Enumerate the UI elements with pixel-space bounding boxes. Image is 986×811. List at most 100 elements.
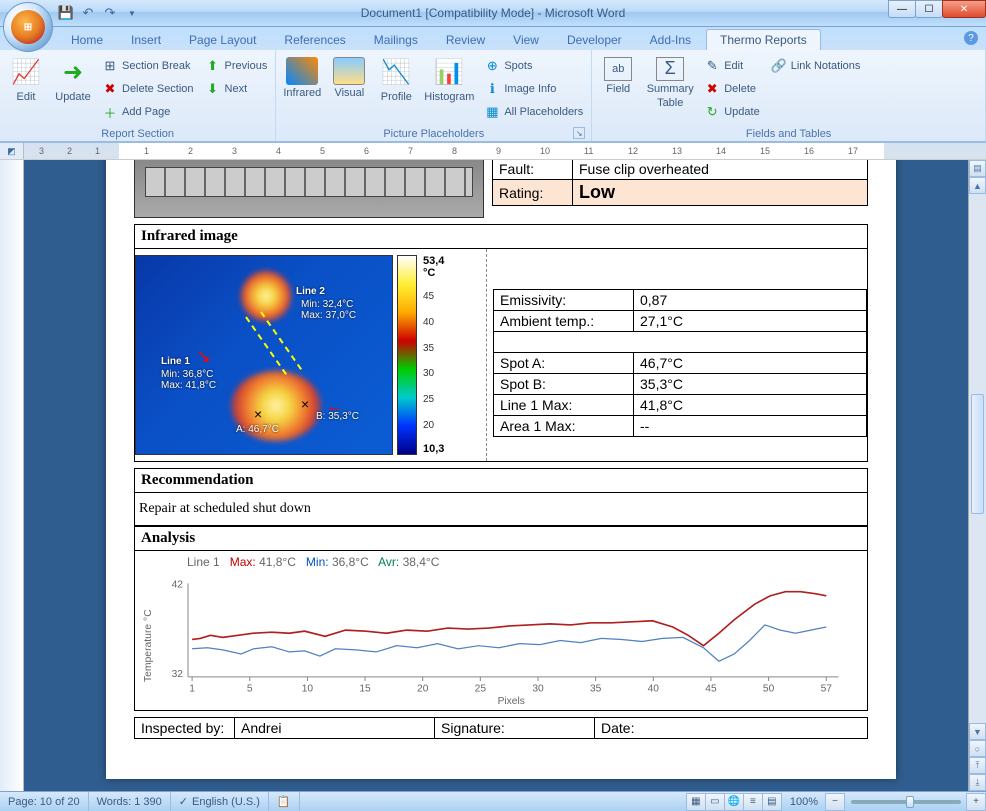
undo-icon[interactable]: ↶ <box>80 5 96 21</box>
tab-thermo-reports[interactable]: Thermo Reports <box>706 29 821 50</box>
group-label: Fields and Tables <box>596 126 981 141</box>
draft-icon[interactable]: ▤ <box>762 793 782 811</box>
delete-section-icon: ✖ <box>102 81 118 97</box>
tab-developer[interactable]: Developer <box>554 30 635 50</box>
tab-mailings[interactable]: Mailings <box>361 30 431 50</box>
sigma-icon: Σ <box>656 57 684 81</box>
spots-icon: ⊕ <box>484 58 500 74</box>
histogram-button[interactable]: 📊Histogram <box>421 53 477 123</box>
qat-dropdown-icon[interactable]: ▼ <box>124 5 140 21</box>
page-status[interactable]: Page: 10 of 20 <box>0 792 89 811</box>
add-page-icon: ＋ <box>102 104 118 120</box>
field-button[interactable]: abField <box>596 53 640 123</box>
dialog-launcher-icon[interactable]: ↘ <box>573 127 585 139</box>
delete-field-button[interactable]: ✖Delete <box>700 78 763 100</box>
svg-text:20: 20 <box>417 683 429 694</box>
tab-insert[interactable]: Insert <box>118 30 174 50</box>
section-break-button[interactable]: ⊞Section Break <box>98 55 198 77</box>
tab-references[interactable]: References <box>271 30 358 50</box>
fault-table: Fault:Fuse clip overheated Rating:Low <box>492 160 868 206</box>
edit-field-button[interactable]: ✎Edit <box>700 55 763 77</box>
chart-edit-icon: 📈 <box>10 57 42 89</box>
track-changes-icon[interactable]: 📋 <box>269 792 300 811</box>
image-info-button[interactable]: ℹImage Info <box>480 78 587 100</box>
redo-icon[interactable]: ↷ <box>102 5 118 21</box>
vertical-scrollbar[interactable]: ▤ ▲ ▼ ○ ⤒ ⤓ <box>968 160 986 791</box>
link-notations-button[interactable]: 🔗Link Notations <box>767 55 865 77</box>
svg-text:Pixels: Pixels <box>498 696 525 707</box>
full-screen-icon[interactable]: ▭ <box>705 793 725 811</box>
ir-data-table: Emissivity:0,87Ambient temp.:27,1°C Spot… <box>493 289 867 437</box>
zoom-slider[interactable] <box>851 800 961 804</box>
zoom-in-icon[interactable]: + <box>966 793 986 811</box>
svg-text:1: 1 <box>189 683 195 694</box>
profile-icon: 📉 <box>380 57 412 89</box>
document-area: Fault:Fuse clip overheated Rating:Low In… <box>0 160 986 791</box>
maximize-button[interactable]: ☐ <box>915 0 943 18</box>
tab-home[interactable]: Home <box>58 30 116 50</box>
tab-review[interactable]: Review <box>433 30 498 50</box>
image-info-icon: ℹ <box>484 81 500 97</box>
previous-button[interactable]: ⬆Previous <box>201 55 272 77</box>
tab-page-layout[interactable]: Page Layout <box>176 30 269 50</box>
svg-text:Temperature °C: Temperature °C <box>143 609 154 682</box>
histogram-icon: 📊 <box>433 57 465 89</box>
language-status[interactable]: ✓English (U.S.) <box>171 792 269 811</box>
all-placeholders-button[interactable]: ▦All Placeholders <box>480 101 587 123</box>
svg-text:32: 32 <box>172 669 184 680</box>
tab-addins[interactable]: Add-Ins <box>637 30 704 50</box>
close-button[interactable]: ✕ <box>942 0 986 18</box>
office-button[interactable]: ⊞ <box>3 2 53 52</box>
update-button[interactable]: ➜Update <box>51 53 95 123</box>
scroll-thumb[interactable] <box>971 394 984 514</box>
word-count[interactable]: Words: 1 390 <box>89 792 171 811</box>
help-icon[interactable]: ? <box>964 31 978 45</box>
window-controls: — ☐ ✕ <box>889 0 986 18</box>
minimize-button[interactable]: — <box>888 0 916 18</box>
print-layout-icon[interactable]: ▦ <box>686 793 706 811</box>
prev-page-icon[interactable]: ⤒ <box>969 757 986 774</box>
next-button[interactable]: ⬇Next <box>201 78 272 100</box>
next-page-icon[interactable]: ⤓ <box>969 774 986 791</box>
svg-text:30: 30 <box>532 683 544 694</box>
refresh-icon: ↻ <box>704 104 720 120</box>
web-layout-icon[interactable]: 🌐 <box>724 793 744 811</box>
grid-icon: ▦ <box>484 104 500 120</box>
title-bar: ⊞ 💾 ↶ ↷ ▼ Document1 [Compatibility Mode]… <box>0 0 986 27</box>
window-title: Document1 [Compatibility Mode] - Microso… <box>361 6 626 20</box>
section-break-icon: ⊞ <box>102 58 118 74</box>
add-page-button[interactable]: ＋Add Page <box>98 101 198 123</box>
group-label: Picture Placeholders↘ <box>280 126 587 141</box>
ruler-toggle-icon[interactable]: ▤ <box>969 160 986 177</box>
browse-object-icon[interactable]: ○ <box>969 740 986 757</box>
tab-view[interactable]: View <box>500 30 552 50</box>
recommendation-text: Repair at scheduled shut down <box>134 493 868 526</box>
ruler-corner[interactable]: ◩ <box>0 143 24 159</box>
svg-text:15: 15 <box>359 683 371 694</box>
spots-button[interactable]: ⊕Spots <box>480 55 587 77</box>
svg-text:10: 10 <box>302 683 314 694</box>
scroll-down-icon[interactable]: ▼ <box>969 723 986 740</box>
profile-button[interactable]: 📉Profile <box>374 53 418 123</box>
field-icon: ab <box>604 57 632 81</box>
scroll-up-icon[interactable]: ▲ <box>969 177 986 194</box>
svg-text:57: 57 <box>821 683 833 694</box>
outline-icon[interactable]: ≡ <box>743 793 763 811</box>
zoom-level[interactable]: 100% <box>782 792 826 811</box>
horizontal-ruler: ◩ 3211234567891011121314151617 <box>0 142 986 160</box>
infrared-button[interactable]: Infrared <box>280 53 324 123</box>
document-viewport[interactable]: Fault:Fuse clip overheated Rating:Low In… <box>24 160 968 791</box>
summary-table-button[interactable]: ΣSummaryTable <box>643 53 697 123</box>
save-icon[interactable]: 💾 <box>58 5 74 21</box>
delete-section-button[interactable]: ✖Delete Section <box>98 78 198 100</box>
section-recommendation: Recommendation <box>134 468 868 493</box>
quick-access-toolbar: 💾 ↶ ↷ ▼ <box>58 3 140 23</box>
ribbon-tabs: Home Insert Page Layout References Maili… <box>0 27 986 50</box>
status-bar: Page: 10 of 20 Words: 1 390 ✓English (U.… <box>0 791 986 811</box>
zoom-out-icon[interactable]: − <box>825 793 845 811</box>
edit-button[interactable]: 📈Edit <box>4 53 48 123</box>
visual-button[interactable]: Visual <box>327 53 371 123</box>
update-field-button[interactable]: ↻Update <box>700 101 763 123</box>
view-buttons: ▦ ▭ 🌐 ≡ ▤ <box>687 793 782 811</box>
vertical-ruler <box>0 160 24 791</box>
